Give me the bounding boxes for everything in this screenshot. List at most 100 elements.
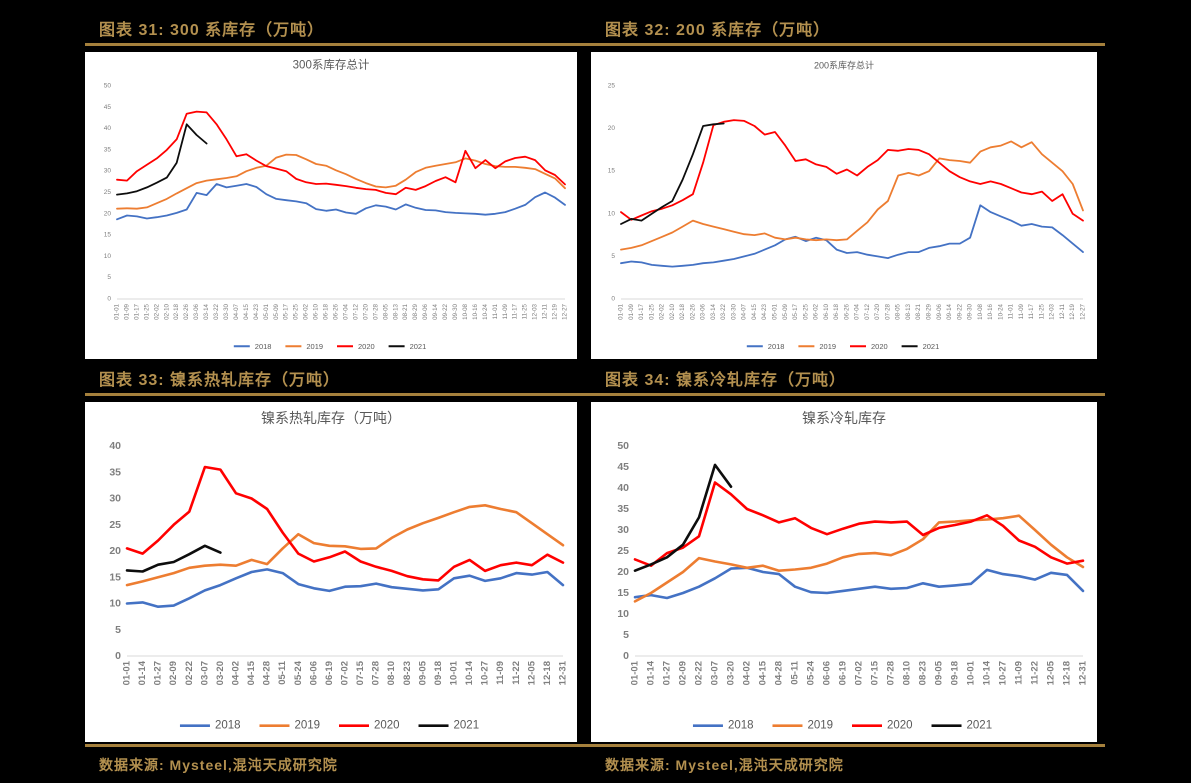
figure-caption-34: 图表 34: 镍系冷轧库存（万吨） [605,372,847,389]
svg-text:08-13: 08-13 [905,303,912,319]
svg-text:05-25: 05-25 [802,303,809,319]
svg-text:02-09: 02-09 [168,661,179,685]
chart-200-series-line-chart: 200系库存总计 0 5 10 15 20 25 01-01 01-09 01-17 01-25 02… [608,59,1087,351]
svg-text:04-02: 04-02 [742,661,753,685]
chart-row-bottom: 镍系热轧库存（万吨） 0 5 10 15 20 25 30 35 40 01-01 01-14 01-2… [85,402,1105,742]
svg-text:06-26: 06-26 [333,303,340,319]
svg-text:2018: 2018 [728,720,754,732]
svg-text:03-06: 03-06 [193,303,200,319]
svg-text:11-01: 11-01 [492,303,499,319]
svg-text:10-16: 10-16 [987,303,994,319]
svg-text:05-24: 05-24 [293,660,304,685]
chart-card-200-series: 200系库存总计 0 5 10 15 20 25 01-01 01-09 01-17 01-25 02… [591,52,1097,359]
svg-text:20: 20 [104,210,112,217]
svg-text:0: 0 [611,296,615,303]
caption-cell-34: 图表 34: 镍系冷轧库存（万吨） [591,366,1105,390]
svg-text:05-01: 05-01 [772,303,779,319]
svg-text:10-08: 10-08 [462,303,469,319]
svg-text:20: 20 [608,125,616,132]
svg-text:01-01: 01-01 [122,660,133,685]
svg-text:2021: 2021 [410,342,427,351]
svg-text:15: 15 [109,571,121,583]
svg-text:12-05: 12-05 [526,660,537,685]
svg-text:30: 30 [104,168,112,175]
svg-text:2018: 2018 [255,342,272,351]
svg-text:02-26: 02-26 [689,303,696,319]
svg-text:01-25: 01-25 [143,303,150,319]
svg-text:15: 15 [608,168,616,175]
svg-text:09-14: 09-14 [432,303,439,319]
svg-text:05-11: 05-11 [277,660,288,684]
svg-text:0: 0 [623,650,629,662]
svg-text:07-04: 07-04 [342,303,349,319]
chart-row-top: 300系库存总计 0 5 10 15 20 25 30 35 40 45 50 01-01 01-09 01… [85,52,1105,359]
svg-text:02-18: 02-18 [173,303,180,319]
svg-text:07-04: 07-04 [854,303,861,319]
svg-text:12-31: 12-31 [1078,660,1089,685]
svg-text:05-25: 05-25 [293,303,300,319]
svg-text:01-27: 01-27 [662,661,673,685]
svg-text:11-25: 11-25 [1038,303,1045,319]
svg-text:01-25: 01-25 [648,303,655,319]
chart-card-cold-rolled: 镍系冷轧库存 0 5 10 15 20 25 30 35 40 45 50 01-01 01-14 01-2… [591,402,1097,742]
svg-text:04-02: 04-02 [231,661,242,685]
svg-text:12-03: 12-03 [1049,303,1056,319]
svg-text:03-07: 03-07 [199,661,210,685]
source-note-left: 数据来源: Mysteel,混沌天成研究院 [99,757,338,773]
svg-text:02-10: 02-10 [163,303,170,319]
svg-text:10-01: 10-01 [449,660,460,685]
svg-text:10-16: 10-16 [472,303,479,319]
svg-text:40: 40 [104,125,112,132]
caption-row-bottom: 图表 33: 镍系热轧库存（万吨） 图表 34: 镍系冷轧库存（万吨） [85,359,1105,390]
svg-text:10: 10 [617,608,629,620]
svg-text:04-07: 04-07 [741,303,748,319]
svg-text:06-02: 06-02 [303,303,310,319]
svg-text:05-11: 05-11 [790,660,801,684]
svg-text:08-21: 08-21 [402,303,409,319]
svg-text:06-18: 06-18 [833,303,840,319]
svg-text:15: 15 [104,232,112,239]
svg-text:03-22: 03-22 [720,303,727,319]
svg-text:09-06: 09-06 [936,303,943,319]
svg-text:20: 20 [109,545,121,557]
svg-text:5: 5 [115,624,121,636]
svg-text:镍系冷轧库存: 镍系冷轧库存 [802,410,886,426]
svg-text:07-12: 07-12 [864,303,871,319]
svg-text:04-15: 04-15 [758,660,769,685]
svg-text:12-11: 12-11 [542,303,549,319]
svg-text:01-27: 01-27 [153,661,164,685]
svg-text:01-09: 01-09 [123,303,130,319]
figure-caption-32: 图表 32: 200 系库存（万吨） [605,22,831,39]
svg-text:12-19: 12-19 [1069,303,1076,319]
svg-text:45: 45 [104,104,112,111]
svg-text:2020: 2020 [871,342,888,351]
svg-text:200系库存总计: 200系库存总计 [814,59,874,70]
svg-text:2021: 2021 [967,720,993,732]
svg-text:08-29: 08-29 [926,303,933,319]
svg-text:07-20: 07-20 [874,303,881,319]
report-content: 图表 31: 300 系库存（万吨） 图表 32: 200 系库存（万吨） 30… [85,0,1105,775]
source-note-right: 数据来源: Mysteel,混沌天成研究院 [605,757,844,773]
svg-text:07-15: 07-15 [870,660,881,685]
svg-text:08-05: 08-05 [382,303,389,319]
svg-text:11-17: 11-17 [1028,303,1035,319]
svg-text:01-01: 01-01 [618,303,625,319]
svg-text:2020: 2020 [887,720,913,732]
svg-text:05-09: 05-09 [273,303,280,319]
svg-text:10-24: 10-24 [482,303,489,319]
svg-text:04-28: 04-28 [262,661,273,685]
svg-text:2021: 2021 [454,720,480,732]
svg-text:2018: 2018 [215,720,241,732]
svg-text:01-14: 01-14 [646,660,657,685]
svg-text:02-02: 02-02 [659,303,666,319]
svg-text:03-22: 03-22 [213,303,220,319]
svg-text:07-28: 07-28 [371,661,382,685]
svg-text:09-22: 09-22 [442,303,449,319]
svg-text:03-30: 03-30 [730,303,737,319]
svg-text:15: 15 [617,587,629,599]
svg-text:10-14: 10-14 [464,660,475,685]
svg-text:03-20: 03-20 [726,661,737,685]
svg-text:03-07: 03-07 [710,661,721,685]
svg-text:08-23: 08-23 [402,661,413,685]
